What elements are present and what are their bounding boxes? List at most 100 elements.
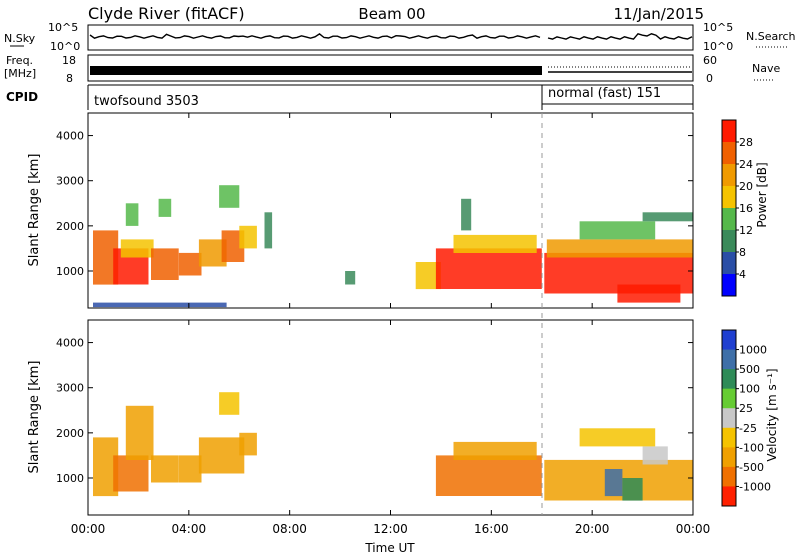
power-cell: [453, 234, 537, 253]
velocity-cell: [198, 437, 245, 474]
freq-label: Freq.: [6, 54, 33, 67]
ytick-label: 4000: [56, 130, 84, 143]
power-cell: [435, 248, 542, 289]
cpid-label: CPID: [6, 90, 38, 104]
power-colorbar-tick-label: 16: [739, 202, 753, 215]
xtick-label: 20:00: [575, 522, 610, 536]
velocity-colorbar-tick-label: 1000: [739, 344, 767, 357]
power-colorbar-swatch: [722, 208, 736, 231]
power-cell: [461, 198, 472, 231]
velocity-colorbar: 1000 500 100 25 -25 -100 -500 -1000: [721, 329, 771, 507]
power-colorbar-tick-label: 12: [739, 224, 753, 237]
power-cell: [546, 239, 693, 258]
nsky-tick-bottom: 10^0: [50, 40, 80, 53]
power-ylabel: Slant Range [km]: [27, 154, 42, 267]
velocity-colorbar-swatch: [722, 330, 736, 351]
velocity-colorbar-swatch: [722, 388, 736, 409]
velocity-cell: [151, 455, 179, 483]
power-colorbar-swatch: [722, 142, 736, 165]
velocity-cell: [604, 469, 623, 497]
xtick-label: 08:00: [272, 522, 307, 536]
power-colorbar: 28 24 20 16 12 8 4: [721, 119, 753, 297]
power-colorbar-tick-label: 4: [739, 268, 746, 281]
xtick-label: 12:00: [373, 522, 408, 536]
power-cell: [239, 225, 257, 249]
velocity-colorbar-tick-label: -100: [739, 441, 764, 454]
velocity-cell: [239, 432, 257, 456]
power-colorbar-tick-label: 28: [739, 136, 753, 149]
freq-tick-bottom: 8: [66, 72, 73, 85]
date-title: 11/Jan/2015: [614, 5, 705, 23]
velocity-colorbar-tick-label: 25: [739, 402, 753, 415]
power-colorbar-swatch: [722, 164, 736, 187]
station-title: Clyde River (fitACF): [88, 4, 245, 23]
velocity-cell: [579, 428, 656, 447]
nave-tick-bottom: 0: [706, 72, 713, 85]
nsearch-tick-bottom: 10^0: [703, 40, 733, 53]
velocity-cell: [642, 446, 668, 465]
velocity-colorbar-label: Velocity [m s⁻¹]: [765, 368, 779, 461]
power-cell: [221, 230, 245, 262]
xtick-label: 00:00: [676, 522, 711, 536]
power-colorbar-tick-label: 8: [739, 246, 746, 259]
freq-panel-frame: [87, 54, 694, 82]
ytick-label: 1000: [56, 472, 84, 485]
velocity-colorbar-tick-label: 100: [739, 383, 760, 396]
velocity-colorbar-tick-label: -25: [739, 422, 757, 435]
power-cell: [617, 284, 681, 303]
beam-title: Beam 00: [358, 5, 425, 23]
velocity-colorbar-swatch: [722, 486, 736, 507]
power-cell: [178, 252, 202, 276]
velocity-cell: [125, 405, 154, 460]
velocity-cell: [622, 478, 643, 501]
xtick-label: 00:00: [71, 522, 106, 536]
ytick-label: 4000: [56, 337, 84, 350]
power-colorbar-label: Power [dB]: [755, 162, 769, 227]
velocity-ylabel: Slant Range [km]: [27, 361, 42, 474]
velocity-colorbar-swatch: [722, 349, 736, 370]
velocity-yticks: 1000 2000 3000 4000: [56, 320, 694, 515]
velocity-data-cells: [93, 392, 693, 501]
nsky-panel-frame: [87, 24, 694, 51]
velocity-colorbar-tick-label: -1000: [739, 480, 771, 493]
power-yticks: 1000 2000 3000 4000: [56, 113, 694, 308]
power-cell: [93, 302, 227, 308]
xtick-label: 04:00: [172, 522, 207, 536]
ytick-label: 3000: [56, 175, 84, 188]
velocity-cell: [178, 455, 202, 483]
freq-unit-label: [MHz]: [4, 67, 36, 80]
velocity-colorbar-frame: [721, 329, 737, 507]
nave-tick-top: 60: [703, 54, 717, 67]
ytick-label: 3000: [56, 382, 84, 395]
velocity-cell: [453, 441, 537, 460]
power-panel: 1000 2000 3000 4000 Slant Range [km]: [27, 112, 694, 309]
velocity-colorbar-swatch: [722, 427, 736, 448]
power-colorbar-swatch: [722, 120, 736, 143]
power-cell: [264, 212, 273, 249]
velocity-cell: [219, 392, 240, 415]
velocity-colorbar-swatch: [722, 408, 736, 429]
power-cell: [120, 239, 154, 258]
nave-label: Nave: [752, 62, 780, 75]
power-colorbar-tick-label: 24: [739, 158, 753, 171]
ytick-label: 2000: [56, 427, 84, 440]
time-xlabel: Time UT: [364, 541, 415, 554]
power-cell: [219, 185, 240, 208]
power-cell: [151, 248, 179, 280]
freq-band-twofsound: [90, 66, 542, 75]
time-xticks: 00:00 04:00 08:00 12:00 16:00 20:00 00:00: [71, 522, 711, 536]
power-colorbar-swatch: [722, 274, 736, 297]
nsky-tick-top: 10^5: [48, 21, 78, 34]
nsearch-tick-top: 10^5: [703, 21, 733, 34]
cpid-normal-label: normal (fast) 151: [548, 86, 661, 101]
power-cell: [125, 203, 139, 226]
velocity-cell: [113, 455, 149, 492]
cpid-twofsound-label: twofsound 3503: [94, 94, 199, 109]
velocity-colorbar-swatch: [722, 369, 736, 390]
nsky-label: N.Sky: [4, 32, 36, 45]
power-colorbar-swatch: [722, 186, 736, 209]
xtick-label: 16:00: [474, 522, 509, 536]
